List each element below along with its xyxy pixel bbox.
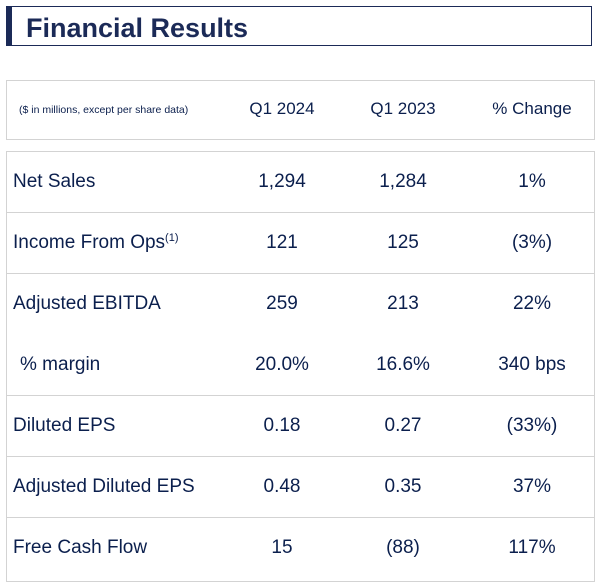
value-change: 37%: [512, 476, 552, 497]
value-change: 1%: [518, 171, 546, 192]
value-q1-2024: 0.48: [263, 476, 301, 497]
row-label: Net Sales: [13, 171, 96, 192]
value-q1-2023: 1,284: [379, 171, 427, 192]
row-label: % margin: [20, 354, 101, 375]
value-change: 22%: [512, 293, 552, 314]
value-q1-2024: 259: [266, 293, 298, 314]
footnote-marker: (1): [165, 232, 179, 244]
row-label-text: Income From Ops: [13, 232, 166, 253]
value-q1-2024: 1,294: [258, 171, 306, 192]
value-q1-2023: 0.27: [384, 415, 422, 436]
value-q1-2024: 15: [271, 537, 293, 558]
row-label: Income From Ops(1): [13, 232, 179, 254]
value-q1-2023: 0.35: [384, 476, 422, 497]
table-row: Diluted EPS 0.18 0.27 (33%): [7, 396, 594, 457]
results-table: Net Sales 1,294 1,284 1% Income From Ops…: [6, 151, 595, 582]
table-header: ($ in millions, except per share data) Q…: [6, 80, 595, 140]
table-row: Income From Ops(1) 121 125 (3%): [7, 213, 594, 274]
row-label: Free Cash Flow: [13, 537, 148, 558]
value-q1-2023: 125: [387, 232, 419, 253]
value-q1-2024: 121: [266, 232, 298, 253]
value-q1-2023: 16.6%: [376, 354, 430, 375]
title-box: Financial Results: [6, 6, 592, 46]
page-title: Financial Results: [26, 13, 249, 43]
column-header-q1-2023: Q1 2023: [370, 99, 436, 118]
value-change: 117%: [508, 537, 556, 558]
column-header-q1-2024: Q1 2024: [249, 99, 315, 118]
table-row: Adjusted Diluted EPS 0.48 0.35 37%: [7, 457, 594, 518]
row-label: Adjusted EBITDA: [13, 293, 161, 314]
row-label: Diluted EPS: [13, 415, 116, 436]
table-row: Net Sales 1,294 1,284 1%: [7, 152, 594, 213]
value-q1-2023: 213: [387, 293, 419, 314]
value-q1-2024: 0.18: [263, 415, 301, 436]
value-change: (3%): [511, 232, 553, 253]
value-q1-2023: (88): [386, 537, 420, 558]
row-label: Adjusted Diluted EPS: [13, 476, 195, 497]
value-change: 340 bps: [498, 354, 566, 375]
value-q1-2024: 20.0%: [255, 354, 309, 375]
column-header-change: % Change: [492, 99, 572, 118]
table-row: Adjusted EBITDA 259 213 22%: [7, 274, 594, 334]
table-row: % margin 20.0% 16.6% 340 bps: [7, 335, 594, 396]
value-change: (33%): [506, 415, 558, 436]
table-row: Free Cash Flow 15 (88) 117%: [7, 518, 594, 578]
units-note: ($ in millions, except per share data): [19, 104, 189, 116]
